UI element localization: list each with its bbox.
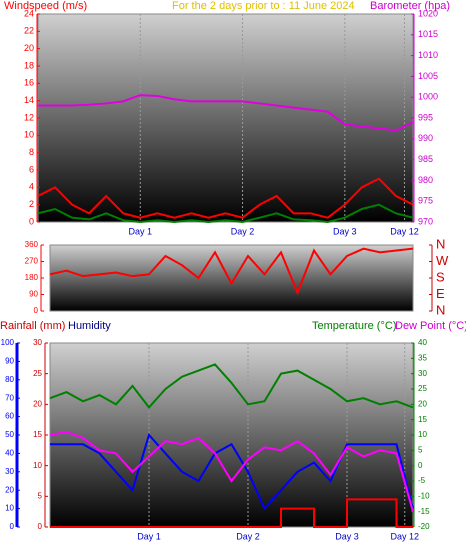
y-tick-label: 995 (418, 112, 433, 122)
y-tick-label: 15 (33, 430, 42, 439)
y-tick-label: 25 (33, 369, 42, 378)
y-tick-label: 270 (25, 257, 39, 266)
series-line (49, 430, 414, 512)
y-tick-label: 980 (418, 175, 433, 185)
y-tick-label: 15 (418, 415, 427, 424)
y-tick-label: 10 (5, 504, 14, 513)
y-tick-label: 100 (1, 338, 15, 347)
series-line (37, 203, 414, 224)
legend-label: Dew Point (°C) (395, 320, 466, 332)
x-tick-label: Day 3 (333, 226, 357, 236)
x-tick-label: Day 12 (390, 226, 419, 236)
y-tick-label: 975 (418, 196, 433, 206)
y-tick-label: 40 (5, 449, 14, 458)
y-tick-label: 70 (5, 393, 14, 402)
y-tick-label: 990 (418, 133, 433, 143)
y-tick-label: 1015 (418, 29, 438, 39)
y-tick-label: 18 (24, 60, 34, 70)
y-tick-label: 14 (24, 95, 34, 105)
y-tick-label: 970 (418, 216, 433, 226)
x-tick-label: Day 2 (236, 531, 260, 541)
plot-area (49, 244, 414, 312)
y-tick-label: 5 (38, 491, 43, 500)
y-tick-label: 20 (5, 485, 14, 494)
y-tick-label: 0 (418, 461, 423, 470)
y-tick-label: 30 (5, 467, 14, 476)
series-line (49, 247, 414, 296)
y-tick-label: 985 (418, 154, 433, 164)
y-tick-label: 25 (418, 384, 427, 393)
y-tick-label: S (436, 269, 445, 284)
y-tick-label: -5 (418, 476, 426, 485)
y-tick-label: 40 (418, 338, 427, 347)
y-tick-label: 10 (418, 430, 427, 439)
y-tick-label: 90 (5, 357, 14, 366)
axis-title: Windspeed (m/s) (4, 0, 87, 12)
y-tick-label: -20 (418, 522, 430, 531)
y-tick-label: -10 (418, 491, 430, 500)
axis-title: Barometer (hpa) (370, 0, 450, 12)
y-tick-label: 80 (5, 375, 14, 384)
y-tick-label: 22 (24, 26, 34, 36)
legend-label: Rainfall (mm) (0, 320, 65, 332)
y-tick-label: 60 (5, 412, 14, 421)
y-tick-label: 35 (418, 353, 427, 362)
y-tick-label: 1010 (418, 50, 438, 60)
y-tick-label: 0 (34, 306, 39, 315)
series-line (37, 177, 414, 219)
y-tick-label: 20 (33, 399, 42, 408)
chart-title: For the 2 days prior to : 11 June 2024 (172, 0, 355, 12)
y-tick-label: 24 (24, 8, 34, 18)
series-line (38, 94, 414, 132)
y-tick-label: 8 (29, 147, 34, 157)
y-tick-label: 12 (24, 112, 34, 122)
y-tick-label: 0 (29, 216, 34, 226)
x-tick-label: Day 1 (137, 531, 161, 541)
legend-label: Humidity (68, 320, 111, 332)
legend-label: Temperature (°C) (312, 320, 396, 332)
y-tick-label: 16 (24, 78, 34, 88)
y-tick-label: 0 (10, 522, 15, 531)
y-tick-label: 1020 (418, 8, 438, 18)
y-tick-label: 6 (29, 164, 34, 174)
y-tick-label: 50 (5, 430, 14, 439)
series-line (50, 498, 413, 528)
y-tick-label: 10 (24, 130, 34, 140)
y-tick-label: 30 (33, 338, 42, 347)
y-tick-label: 0 (38, 522, 43, 531)
y-tick-label: 10 (33, 461, 42, 470)
y-tick-label: N (436, 302, 445, 317)
y-tick-label: 180 (25, 273, 39, 282)
y-tick-label: 1005 (418, 71, 438, 81)
x-tick-label: Day 12 (390, 531, 419, 541)
y-tick-label: 4 (29, 182, 34, 192)
y-tick-label: 5 (418, 445, 423, 454)
series-line (50, 433, 414, 511)
y-tick-label: 20 (418, 399, 427, 408)
y-tick-label: E (436, 286, 445, 301)
y-tick-label: W (436, 253, 449, 268)
y-tick-label: 20 (24, 43, 34, 53)
x-tick-label: Day 3 (335, 531, 359, 541)
x-tick-label: Day 1 (129, 226, 153, 236)
y-tick-label: N (436, 236, 445, 251)
y-tick-label: 2 (29, 199, 34, 209)
y-tick-label: 90 (29, 290, 38, 299)
y-tick-label: 30 (418, 369, 427, 378)
plot-area (49, 342, 414, 528)
plot-area (37, 13, 414, 223)
y-tick-label: -15 (418, 507, 430, 516)
y-tick-label: 1000 (418, 92, 438, 102)
x-tick-label: Day 2 (231, 226, 255, 236)
y-tick-label: 360 (25, 240, 39, 249)
series-line (49, 363, 414, 409)
